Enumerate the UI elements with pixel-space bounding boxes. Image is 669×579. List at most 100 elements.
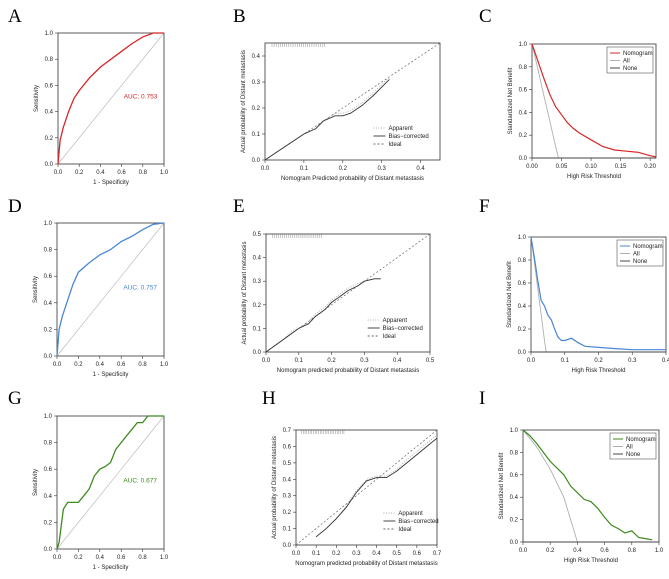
panel-b: B 0.0 0.1 0.2 0.3 0.4 0.0 0.1 0.2 0.3 0.4 Nomogram … xyxy=(233,6,441,182)
legend-label: Apparent xyxy=(389,126,414,132)
panel-label-i: I xyxy=(479,388,485,409)
y-tick-label: 0.8 xyxy=(44,441,53,447)
panel-label-a: A xyxy=(8,6,22,27)
auc-annotation: AUC: 0.757 xyxy=(123,285,157,292)
x-tick-label: 0.0 xyxy=(527,358,536,364)
y-tick-label: 0.2 xyxy=(253,303,262,309)
panel-label-g: G xyxy=(8,388,22,409)
y-axis-label: Standardized Net Benefit xyxy=(499,452,505,519)
legend-label: All xyxy=(626,445,633,451)
plot-frame xyxy=(57,32,165,165)
y-tick-label: 0.1 xyxy=(283,527,292,533)
x-tick-label: 0.00 xyxy=(526,164,538,170)
y-tick-label: 0.2 xyxy=(519,133,528,139)
panel-d: D 0.0 0.2 0.4 0.6 0.8 1.0 0.0 0.2 0.4 0.6 0.8 1.0 1 -… xyxy=(8,196,169,378)
y-tick-label: 0.6 xyxy=(44,467,53,473)
legend-label: Ideal xyxy=(398,527,411,533)
x-tick-label: 1.0 xyxy=(160,555,169,561)
y-tick-label: 0.4 xyxy=(252,54,261,60)
panel-i: I 0.0 0.2 0.4 0.6 0.8 1.0 0.0 0.2 0.4 0.6 0.8 1.0 Hig… xyxy=(479,388,664,564)
ideal-line xyxy=(295,429,438,546)
x-axis-label: Nomogram Predicted probability of Distan… xyxy=(281,176,424,182)
all-line xyxy=(522,429,578,543)
y-tick-label: 0.2 xyxy=(510,518,519,524)
y-tick-label: 0.2 xyxy=(45,136,54,142)
legend-label: Apparent xyxy=(398,511,423,517)
y-tick-label: 0.8 xyxy=(518,258,527,264)
plot-frame xyxy=(56,222,165,357)
y-tick-label: 0.2 xyxy=(252,106,261,112)
panel-label-f: F xyxy=(479,196,490,217)
legend-label: All xyxy=(633,252,640,258)
y-axis-label: Actual probability of Distant metastasis xyxy=(242,241,248,344)
panel-label-e: E xyxy=(233,196,245,217)
all-line xyxy=(531,43,560,159)
y-tick-label: 0.2 xyxy=(44,327,53,333)
all-line xyxy=(530,236,547,353)
y-axis-label: Standardized Net Benefit xyxy=(507,261,513,328)
y-tick-label: 1.0 xyxy=(44,221,53,227)
y-tick-label: 0.5 xyxy=(253,232,262,238)
y-axis-label: Sensitivity xyxy=(33,469,39,496)
legend-label: Ideal xyxy=(389,142,402,148)
y-tick-label: 0.8 xyxy=(510,450,519,456)
x-tick-label: 0.8 xyxy=(138,362,147,368)
plot-frame xyxy=(295,429,438,546)
legend-label: Ideal xyxy=(383,334,396,340)
x-axis-label: 1 - Specificity xyxy=(93,372,129,378)
panel-g: G 0.0 0.2 0.4 0.6 0.8 1.0 0.0 0.2 0.4 0.6 0.8 1.0 1 -… xyxy=(8,388,169,571)
x-tick-label: 0.2 xyxy=(75,170,84,176)
x-tick-label: 0.0 xyxy=(261,166,270,172)
panel-h: H 0.0 0.1 0.2 0.3 0.4 0.5 0.6 0.7 0.0 0.1 0.2 0.3 0.4… xyxy=(262,388,442,567)
y-tick-label: 0.0 xyxy=(45,162,54,168)
x-axis-label: Nomogram predicted probability of Distan… xyxy=(277,368,419,374)
roc-curve xyxy=(56,222,165,357)
legend-label: Nomogram xyxy=(623,51,653,57)
x-tick-label: 0.05 xyxy=(556,164,568,170)
y-tick-label: 0.4 xyxy=(44,301,53,307)
legend-label: Bias−corrected xyxy=(398,519,438,525)
y-tick-label: 0.3 xyxy=(283,494,292,500)
y-tick-label: 0.6 xyxy=(519,88,528,94)
y-tick-label: 0.7 xyxy=(283,428,292,434)
legend-label: All xyxy=(623,59,630,65)
x-axis-label: High Risk Threshold xyxy=(564,558,618,564)
x-tick-label: 1.0 xyxy=(655,548,664,554)
legend-label: None xyxy=(623,66,638,72)
y-tick-label: 0.2 xyxy=(283,510,292,516)
panel-label-b: B xyxy=(233,6,246,27)
y-tick-label: 0.2 xyxy=(44,520,53,526)
y-tick-label: 0.0 xyxy=(252,158,261,164)
x-tick-label: 0.6 xyxy=(117,170,126,176)
reference-diagonal xyxy=(57,32,165,165)
x-tick-label: 0.6 xyxy=(413,551,422,557)
x-axis-label: 1 - Specificity xyxy=(93,180,129,186)
legend-label: None xyxy=(626,452,641,458)
x-tick-label: 0.2 xyxy=(74,362,83,368)
panel-label-h: H xyxy=(262,388,276,409)
y-tick-label: 0.0 xyxy=(510,540,519,546)
y-tick-label: 0.0 xyxy=(44,354,53,360)
nomogram-line xyxy=(530,236,666,351)
y-tick-label: 0.0 xyxy=(519,156,528,162)
x-tick-label: 0.8 xyxy=(138,555,147,561)
x-tick-label: 1.0 xyxy=(160,170,169,176)
panel-a: A 0.0 0.2 0.4 0.6 0.8 1.0 0.0 0.2 0.4 0.6 0.8 1.0 1 -… xyxy=(8,6,169,186)
x-tick-label: 0.2 xyxy=(546,548,555,554)
x-tick-label: 0.3 xyxy=(360,358,369,364)
x-tick-label: 0.8 xyxy=(628,548,637,554)
y-tick-label: 0.1 xyxy=(253,326,262,332)
y-tick-label: 0.0 xyxy=(518,350,527,356)
y-tick-label: 1.0 xyxy=(518,235,527,241)
x-tick-label: 0.6 xyxy=(117,362,126,368)
x-tick-label: 0.6 xyxy=(600,548,609,554)
x-tick-label: 0.0 xyxy=(519,548,528,554)
x-tick-label: 0.2 xyxy=(594,358,603,364)
x-tick-label: 0.3 xyxy=(352,551,361,557)
x-tick-label: 0.2 xyxy=(327,358,336,364)
legend-label: Nomogram xyxy=(633,244,663,250)
y-tick-label: 1.0 xyxy=(519,42,528,48)
ideal-line xyxy=(264,42,441,161)
x-tick-label: 0.1 xyxy=(312,551,321,557)
roc-curve xyxy=(57,32,164,165)
